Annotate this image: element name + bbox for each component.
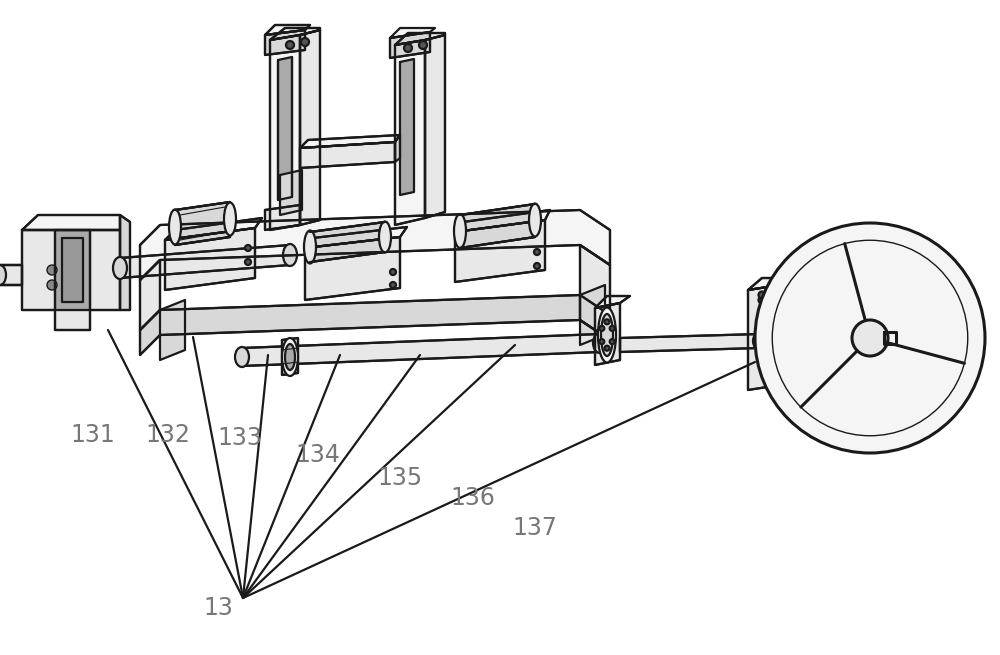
Polygon shape	[265, 205, 300, 230]
Polygon shape	[580, 245, 610, 340]
Circle shape	[599, 339, 604, 344]
Circle shape	[604, 346, 610, 350]
Polygon shape	[390, 28, 435, 38]
Circle shape	[534, 249, 540, 255]
Text: 132: 132	[146, 423, 190, 447]
Ellipse shape	[529, 204, 541, 236]
Polygon shape	[455, 210, 550, 232]
Ellipse shape	[753, 332, 767, 350]
Polygon shape	[884, 332, 896, 344]
Ellipse shape	[379, 221, 391, 252]
Text: 136: 136	[451, 486, 495, 510]
Polygon shape	[310, 222, 385, 262]
Polygon shape	[165, 218, 262, 240]
Polygon shape	[282, 338, 298, 375]
Circle shape	[390, 269, 396, 275]
Ellipse shape	[598, 307, 616, 362]
Polygon shape	[425, 35, 445, 218]
Circle shape	[604, 319, 610, 324]
Ellipse shape	[235, 347, 249, 367]
Polygon shape	[165, 228, 255, 290]
Polygon shape	[0, 265, 22, 285]
Polygon shape	[780, 278, 793, 390]
Circle shape	[599, 326, 604, 331]
Polygon shape	[120, 245, 290, 278]
Polygon shape	[160, 300, 185, 360]
Polygon shape	[62, 238, 83, 302]
Polygon shape	[55, 230, 90, 310]
Circle shape	[610, 326, 615, 331]
Polygon shape	[270, 35, 300, 230]
Circle shape	[768, 386, 776, 394]
Circle shape	[286, 41, 294, 49]
Polygon shape	[305, 237, 400, 300]
Ellipse shape	[0, 265, 6, 285]
Polygon shape	[305, 227, 407, 248]
Polygon shape	[748, 285, 780, 390]
Ellipse shape	[454, 214, 466, 248]
Circle shape	[759, 297, 766, 303]
Circle shape	[245, 245, 251, 251]
Polygon shape	[265, 30, 305, 55]
Ellipse shape	[593, 333, 607, 353]
Polygon shape	[620, 334, 760, 352]
Polygon shape	[395, 135, 400, 162]
Circle shape	[404, 44, 412, 52]
Circle shape	[301, 38, 309, 46]
Circle shape	[245, 259, 251, 265]
Polygon shape	[580, 285, 605, 345]
Polygon shape	[300, 142, 395, 168]
Polygon shape	[280, 170, 302, 215]
Ellipse shape	[601, 314, 613, 356]
Polygon shape	[748, 278, 793, 290]
Ellipse shape	[282, 338, 298, 376]
Text: 135: 135	[377, 466, 423, 490]
Ellipse shape	[169, 210, 181, 244]
Circle shape	[852, 320, 888, 356]
Polygon shape	[265, 25, 310, 35]
Ellipse shape	[283, 244, 297, 266]
Polygon shape	[22, 230, 120, 330]
Polygon shape	[140, 210, 610, 280]
Circle shape	[610, 339, 615, 344]
Ellipse shape	[113, 257, 127, 279]
Circle shape	[534, 263, 540, 269]
Text: 133: 133	[218, 426, 262, 450]
Ellipse shape	[224, 202, 236, 236]
Polygon shape	[140, 295, 610, 355]
Polygon shape	[300, 30, 320, 225]
Polygon shape	[120, 215, 130, 310]
Circle shape	[47, 280, 57, 290]
Polygon shape	[395, 33, 445, 45]
Polygon shape	[140, 260, 160, 330]
Circle shape	[759, 291, 766, 299]
Polygon shape	[270, 28, 320, 40]
Polygon shape	[300, 135, 400, 148]
Circle shape	[419, 41, 427, 49]
Polygon shape	[400, 59, 414, 195]
Polygon shape	[595, 296, 630, 308]
Circle shape	[47, 265, 57, 275]
Polygon shape	[22, 215, 120, 230]
Text: 134: 134	[296, 443, 340, 467]
Ellipse shape	[285, 344, 295, 370]
Polygon shape	[455, 220, 545, 282]
Circle shape	[755, 223, 985, 453]
Polygon shape	[175, 202, 230, 245]
Polygon shape	[242, 334, 600, 366]
Polygon shape	[395, 40, 425, 225]
Polygon shape	[278, 57, 292, 200]
Polygon shape	[390, 32, 430, 58]
Polygon shape	[460, 204, 535, 248]
Circle shape	[390, 282, 396, 288]
Text: 13: 13	[203, 596, 233, 620]
Text: 131: 131	[71, 423, 115, 447]
Ellipse shape	[304, 231, 316, 263]
Text: 137: 137	[513, 516, 557, 540]
Polygon shape	[595, 303, 620, 365]
